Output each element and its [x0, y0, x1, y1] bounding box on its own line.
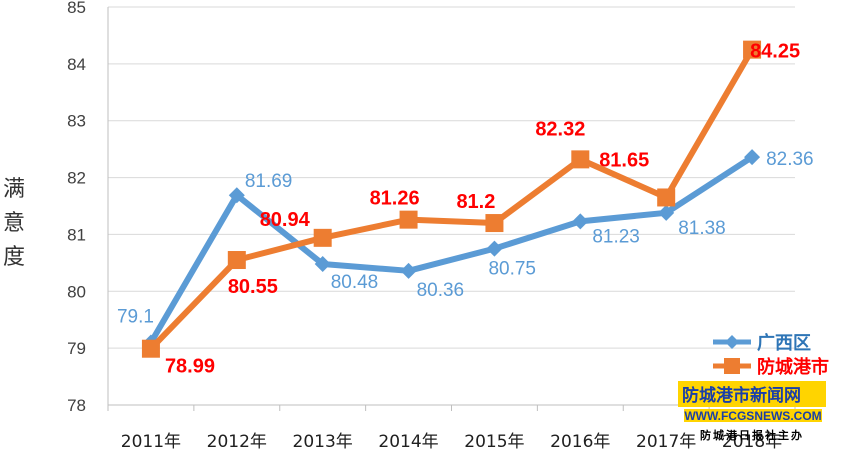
x-tick-label: 2018年 — [722, 432, 782, 452]
data-label-guangxi: 82.36 — [766, 149, 814, 170]
data-point-diamond — [486, 240, 503, 257]
data-label-guangxi: 79.1 — [117, 306, 154, 327]
x-tick-label: 2016年 — [550, 432, 610, 452]
data-labels-group: 79.1 81.69 80.48 80.36 80.75 81.23 81.38 82.36 7… — [117, 41, 814, 378]
data-point-diamond — [228, 187, 245, 204]
series-group — [141, 40, 762, 358]
x-axis-ticks: 2011年 2012年 2013年 2014年 2015年 2016年 2017年 2018年 — [107, 405, 796, 452]
data-label-guangxi: 81.38 — [678, 218, 726, 239]
y-axis-ticks: 78 79 80 81 82 83 84 85 — [67, 0, 86, 415]
data-label-guangxi: 80.75 — [488, 259, 536, 280]
data-point-square — [399, 210, 418, 229]
legend-label: 防城港市 — [757, 356, 829, 378]
data-point-square — [743, 40, 762, 59]
grid-lines — [107, 6, 795, 406]
legend-label: 广西区 — [757, 332, 811, 354]
legend-marker-square — [724, 358, 740, 374]
y-axis-label-char: 度 — [3, 245, 25, 270]
data-point-diamond — [744, 149, 761, 166]
data-label-guangxi: 80.48 — [331, 272, 379, 293]
watermark-url: WWW.FCGSNEWS.COM — [684, 409, 821, 423]
data-point-square — [485, 214, 504, 233]
x-tick-label: 2017年 — [636, 432, 696, 452]
x-tick-label: 2011年 — [121, 432, 181, 452]
y-axis-label-char: 满 — [3, 177, 25, 202]
series-line-fangchenggang — [147, 46, 756, 352]
data-point-square — [141, 339, 160, 358]
watermark-title: 防城港市新闻网 — [682, 385, 801, 406]
series-line-guangxi — [147, 154, 756, 346]
watermark: 防城港市新闻网 WWW.FCGSNEWS.COM 防城港日报社主办 — [678, 381, 826, 442]
data-label-fangchenggang: 81.2 — [456, 191, 495, 213]
data-label-fangchenggang: 81.65 — [599, 149, 649, 171]
y-tick-label: 80 — [67, 282, 86, 301]
data-label-fangchenggang: 80.94 — [260, 209, 311, 231]
y-tick-label: 84 — [67, 55, 86, 74]
x-tick-label: 2013年 — [293, 432, 353, 452]
data-label-fangchenggang: 80.55 — [228, 276, 278, 298]
watermark-publisher: 防城港日报社主办 — [700, 428, 804, 442]
data-label-fangchenggang: 84.25 — [750, 41, 800, 63]
data-label-guangxi: 81.23 — [592, 226, 640, 247]
watermark-banner — [678, 381, 826, 407]
data-point-diamond — [572, 213, 589, 230]
x-tick-label: 2012年 — [207, 432, 267, 452]
data-point-diamond — [400, 262, 417, 279]
y-tick-label: 83 — [67, 112, 86, 131]
y-tick-label: 82 — [67, 169, 86, 188]
y-tick-label: 79 — [67, 339, 86, 358]
data-label-guangxi: 80.36 — [417, 280, 465, 301]
data-point-diamond — [658, 204, 675, 221]
y-tick-label: 78 — [67, 396, 86, 415]
y-axis-label: 满意度 — [3, 177, 25, 270]
data-point-square — [313, 228, 332, 247]
y-tick-label: 85 — [67, 0, 86, 17]
data-point-diamond — [314, 255, 331, 272]
data-point-square — [571, 150, 590, 169]
y-axis-label-char: 意 — [3, 211, 25, 236]
watermark-url-bg — [684, 409, 822, 422]
data-label-guangxi: 81.69 — [245, 171, 293, 192]
data-label-fangchenggang: 82.32 — [535, 118, 585, 140]
y-tick-label: 81 — [67, 225, 86, 244]
x-tick-label: 2014年 — [378, 432, 438, 452]
data-label-fangchenggang: 81.26 — [370, 188, 420, 210]
data-label-fangchenggang: 78.99 — [165, 356, 215, 378]
legend-marker-diamond — [725, 335, 739, 349]
data-point-square — [657, 188, 676, 207]
x-tick-label: 2015年 — [464, 432, 524, 452]
data-point-square — [227, 251, 246, 270]
